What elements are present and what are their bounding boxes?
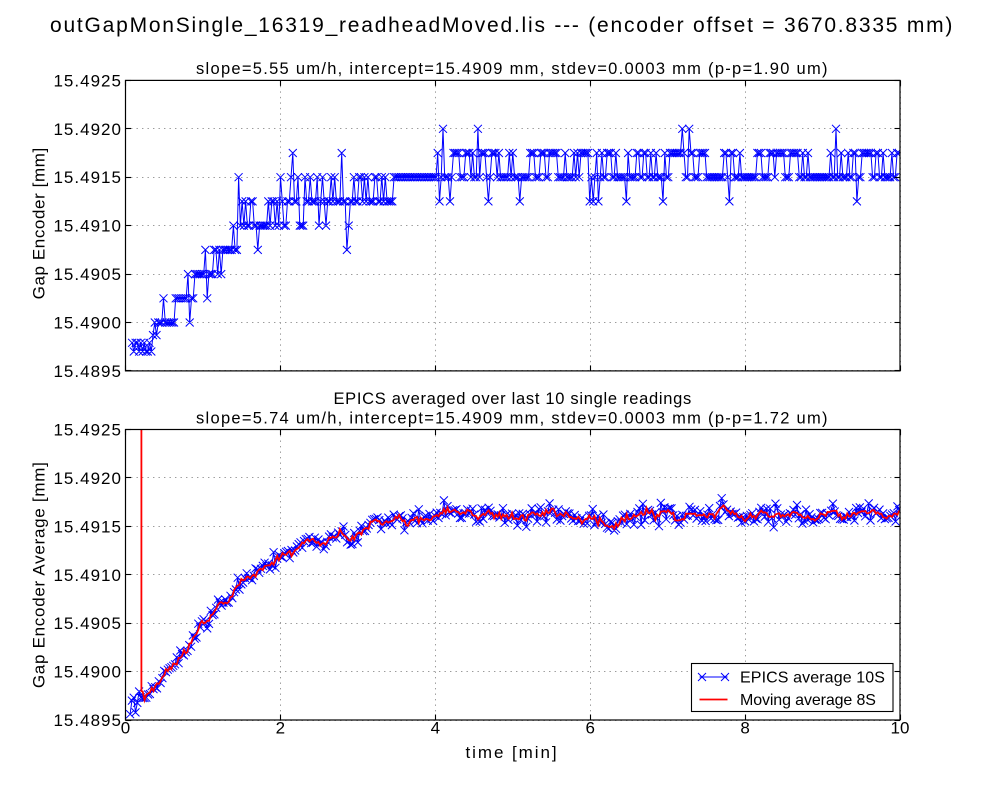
svg-text:6: 6: [585, 719, 594, 738]
svg-text:Moving average 8S: Moving average 8S: [740, 692, 876, 709]
svg-text:15.4925: 15.4925: [53, 421, 122, 440]
svg-text:15.4910: 15.4910: [53, 566, 122, 585]
svg-text:10: 10: [891, 719, 910, 738]
svg-text:15.4900: 15.4900: [53, 314, 122, 333]
svg-text:slope=5.55 um/h, intercept=15.: slope=5.55 um/h, intercept=15.4909 mm, s…: [196, 60, 829, 78]
svg-text:15.4920: 15.4920: [53, 469, 122, 488]
svg-text:time [min]: time [min]: [466, 743, 559, 762]
svg-text:EPICS averaged over last 10 si: EPICS averaged over last 10 single readi…: [333, 390, 691, 408]
svg-text:slope=5.74 um/h, intercept=15.: slope=5.74 um/h, intercept=15.4909 mm, s…: [196, 410, 829, 428]
svg-text:15.4900: 15.4900: [53, 663, 122, 682]
svg-text:15.4915: 15.4915: [53, 168, 122, 187]
svg-text:15.4905: 15.4905: [53, 614, 122, 633]
svg-text:15.4895: 15.4895: [53, 711, 122, 730]
svg-text:outGapMonSingle_16319_readhead: outGapMonSingle_16319_readheadMoved.lis …: [50, 14, 954, 37]
svg-text:15.4895: 15.4895: [53, 362, 122, 381]
svg-text:15.4925: 15.4925: [53, 71, 122, 90]
svg-text:15.4920: 15.4920: [53, 120, 122, 139]
svg-text:15.4915: 15.4915: [53, 517, 122, 536]
svg-text:Gap Encoder [mm]: Gap Encoder [mm]: [30, 147, 49, 299]
svg-text:4: 4: [431, 719, 440, 738]
svg-text:Gap Encoder Average [mm]: Gap Encoder Average [mm]: [30, 461, 49, 688]
svg-text:EPICS average 10S: EPICS average 10S: [740, 670, 885, 687]
svg-text:0: 0: [121, 719, 130, 738]
svg-text:8: 8: [740, 719, 749, 738]
svg-text:15.4905: 15.4905: [53, 265, 122, 284]
svg-text:15.4910: 15.4910: [53, 217, 122, 236]
svg-text:2: 2: [276, 719, 285, 738]
